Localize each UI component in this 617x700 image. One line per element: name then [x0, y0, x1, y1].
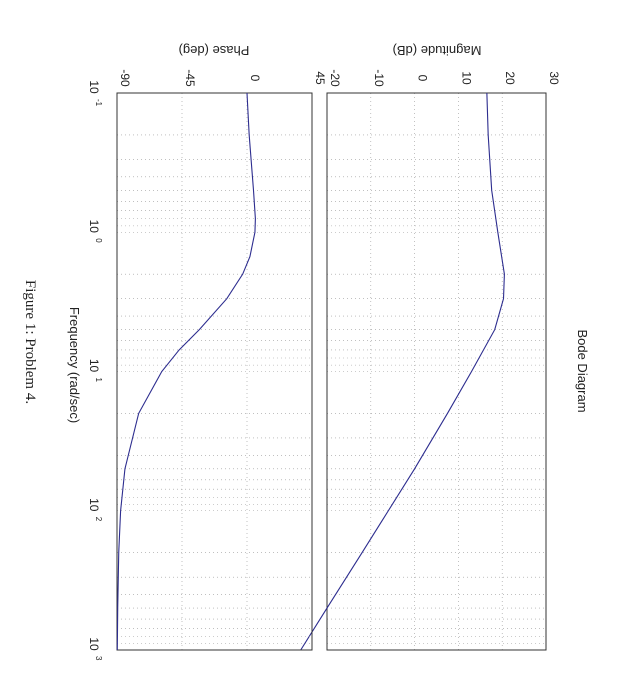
magnitude-y-tick-label: 30	[547, 71, 561, 85]
magnitude-plot-frame	[326, 92, 547, 651]
frequency-tick-label: 10 1	[87, 359, 103, 383]
phase-axis-label: Phase (deg)	[179, 43, 250, 58]
magnitude-y-tick-label: 10	[459, 71, 473, 85]
phase-grid	[117, 93, 312, 650]
frequency-tick-base: 10	[87, 80, 101, 94]
chart-title: Bode Diagram	[575, 329, 590, 412]
frequency-tick-base: 10	[87, 220, 101, 234]
magnitude-y-tick-label: 0	[416, 75, 430, 82]
magnitude-grid	[327, 93, 546, 650]
magnitude-y-tick-label: -20	[328, 69, 342, 87]
magnitude-y-tick-label: -10	[372, 69, 386, 87]
frequency-tick-base: 10	[87, 637, 101, 651]
frequency-tick-exponent: 0	[94, 238, 103, 243]
frequency-tick-base: 10	[87, 498, 101, 512]
phase-panel: -90 -45 0 45	[116, 69, 327, 651]
frequency-ticks: 10 -1 10 0 10 1 10 2 10 3	[87, 80, 103, 661]
frequency-tick-label: 10 0	[87, 220, 103, 244]
magnitude-axis-label: Magnitude (dB)	[393, 43, 482, 58]
phase-y-ticks: -90 -45 0 45	[118, 69, 327, 87]
frequency-tick-exponent: 2	[94, 517, 103, 522]
frequency-tick-base: 10	[87, 359, 101, 373]
phase-y-tick-label: -90	[118, 69, 132, 87]
magnitude-y-ticks: -20 -10 0 10 20 30	[328, 69, 561, 87]
frequency-tick-label: 10 -1	[87, 80, 103, 106]
frequency-tick-exponent: 3	[94, 656, 103, 661]
frequency-axis-label: Frequency (rad/sec)	[67, 307, 82, 423]
frequency-tick-label: 10 3	[87, 637, 103, 661]
phase-y-tick-label: -45	[183, 69, 197, 87]
figure-caption: Figure 1: Problem 4.	[22, 280, 38, 404]
frequency-tick-exponent: -1	[94, 99, 103, 107]
phase-y-tick-label: 0	[248, 75, 262, 82]
frequency-tick-label: 10 2	[87, 498, 103, 522]
magnitude-panel: -20 -10 0 10 20 30	[300, 69, 561, 651]
magnitude-curve	[300, 92, 505, 651]
phase-curve	[116, 92, 256, 651]
frequency-tick-exponent: 1	[94, 378, 103, 383]
phase-plot-frame	[116, 92, 313, 651]
phase-y-tick-label: 45	[313, 71, 327, 85]
magnitude-y-tick-label: 20	[503, 71, 517, 85]
